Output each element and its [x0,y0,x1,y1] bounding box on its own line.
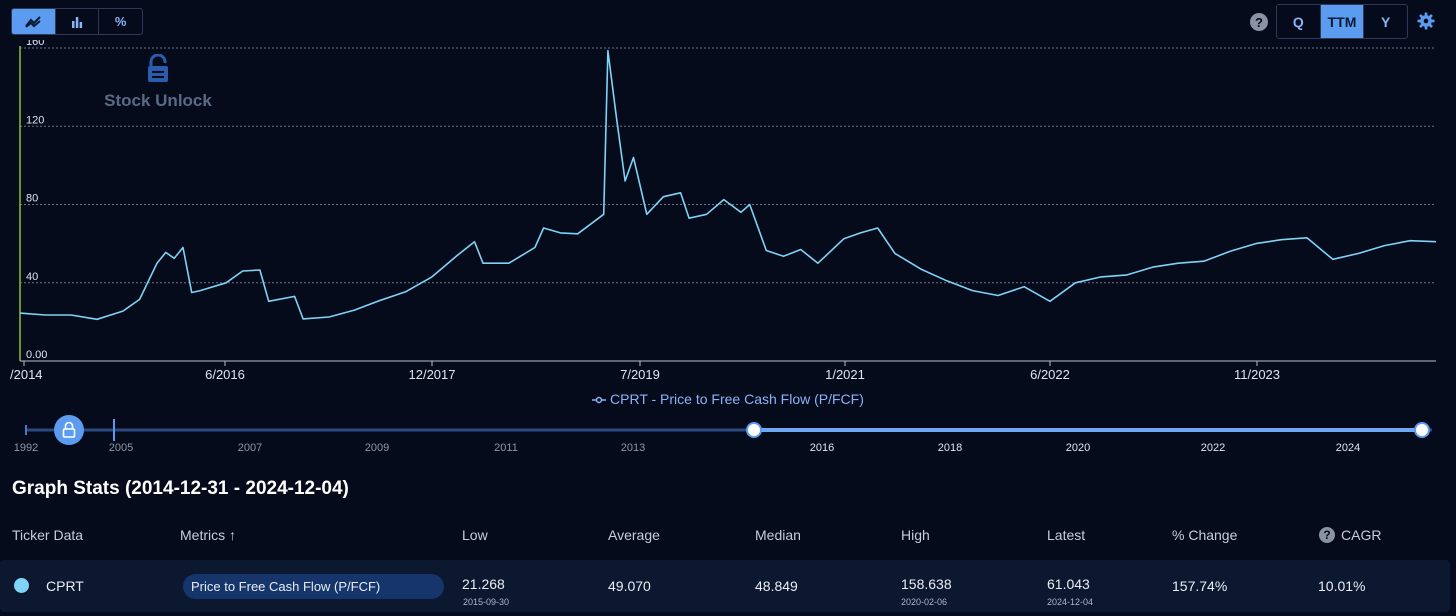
timeline-year-label: 2009 [365,442,389,454]
metric-pill[interactable]: Price to Free Cash Flow (P/FCF) [183,574,444,599]
header-ticker-data: Ticker Data [12,527,84,543]
chart-type-toggle: % [11,8,143,35]
cagr-help-icon[interactable]: ? [1319,527,1335,543]
header-high: High [901,527,930,543]
high-value: 158.638 [901,576,952,592]
x-tick-label: 7/2019 [620,367,660,382]
help-icon[interactable]: ? [1250,13,1268,31]
header-average: Average [608,527,660,543]
bar-chart-icon [72,16,83,28]
period-q-button[interactable]: Q [1277,5,1321,38]
series-color-dot [14,578,29,593]
percent-change-value: 157.74% [1172,578,1228,594]
y-axis-ticks: 0.00 40 80 120 160 [26,40,47,361]
series-layer [19,49,1437,321]
low-date: 2015-09-30 [463,597,510,607]
x-tick-label: 1/2021 [825,367,865,382]
ticker-cell: CPRT [46,578,84,594]
period-y-button[interactable]: Y [1381,13,1391,30]
header-low: Low [462,527,488,543]
header-median: Median [755,527,801,543]
x-tick-label: 6/2022 [1030,367,1070,382]
timeline-slider[interactable]: 1992 2005 2007 2009 2011 2013 2016 2018 2020 2022… [0,414,1456,458]
series-line-cprt-pfcf[interactable] [19,49,1437,321]
y-tick-label: 0.00 [26,349,47,361]
x-tick-label: 11/2023 [1234,367,1280,382]
header-percent-change: % Change [1172,527,1238,543]
timeline-year-label: 2022 [1201,442,1225,454]
bar-chart-button[interactable] [56,9,100,34]
timeline-year-label: 2011 [494,442,518,454]
low-value: 21.268 [462,576,505,592]
y-tick-label: 80 [26,193,38,205]
chart-grid [19,46,1436,362]
timeline-labels: 1992 2005 2007 2009 2011 2013 2016 2018 2020 2022… [14,442,1360,454]
percent-icon: % [114,14,127,29]
chart-legend[interactable]: CPRT - Price to Free Cash Flow (P/FCF) [0,391,1456,407]
line-chart-button[interactable] [12,9,56,34]
latest-date: 2024-12-04 [1047,597,1094,607]
watermark: Stock Unlock [98,53,218,111]
gear-icon[interactable] [1417,12,1435,30]
y-tick-label: 160 [26,40,44,48]
range-start-handle[interactable] [746,422,762,438]
stock-unlock-logo-icon [148,53,168,82]
timeline-year-label: 2013 [621,442,645,454]
timeline-year-label: 2024 [1336,442,1360,454]
lock-button[interactable] [54,415,84,445]
legend-line-marker-icon [592,397,607,404]
x-tick-label: /2014 [10,367,43,382]
period-toggle: Q TTM Y [1276,4,1408,39]
average-value: 49.070 [608,578,651,594]
y-tick-label: 120 [26,114,44,126]
timeline-year-label: 2020 [1066,442,1090,454]
timeline-year-label: 2016 [810,442,834,454]
high-date: 2020-02-06 [901,597,948,607]
timeline-year-label: 2018 [938,442,962,454]
latest-value: 61.043 [1047,576,1090,592]
percent-button[interactable]: % [99,9,142,34]
x-tick-label: 12/2017 [409,367,456,382]
header-metrics-sort[interactable]: Metrics ↑ [180,527,236,543]
legend-label: CPRT - Price to Free Cash Flow (P/FCF) [610,391,864,407]
x-tick-label: 6/2016 [205,367,245,382]
range-end-handle[interactable] [1414,422,1430,438]
header-latest: Latest [1047,527,1086,543]
watermark-text: Stock Unlock [104,91,212,110]
cagr-value: 10.01% [1318,578,1366,594]
header-cagr: CAGR [1341,527,1382,543]
median-value: 48.849 [755,578,798,594]
timeline-year-label: 2007 [238,442,262,454]
lock-icon [62,421,76,438]
timeline-year-label: 2005 [109,442,133,454]
y-tick-label: 40 [26,271,38,283]
x-axis-ticks: /2014 6/2016 12/2017 7/2019 1/2021 6/2022 11/2… [10,361,1280,382]
line-chart-icon [25,15,42,28]
timeline-year-label: 1992 [14,442,38,454]
period-ttm-button[interactable]: TTM [1320,5,1365,38]
pfcf-line-chart: 0.00 40 80 120 160 /2014 6/2016 12/2017 7/2019 1… [10,40,1437,382]
graph-stats-title: Graph Stats (2014-12-31 - 2024-12-04) [12,478,349,499]
